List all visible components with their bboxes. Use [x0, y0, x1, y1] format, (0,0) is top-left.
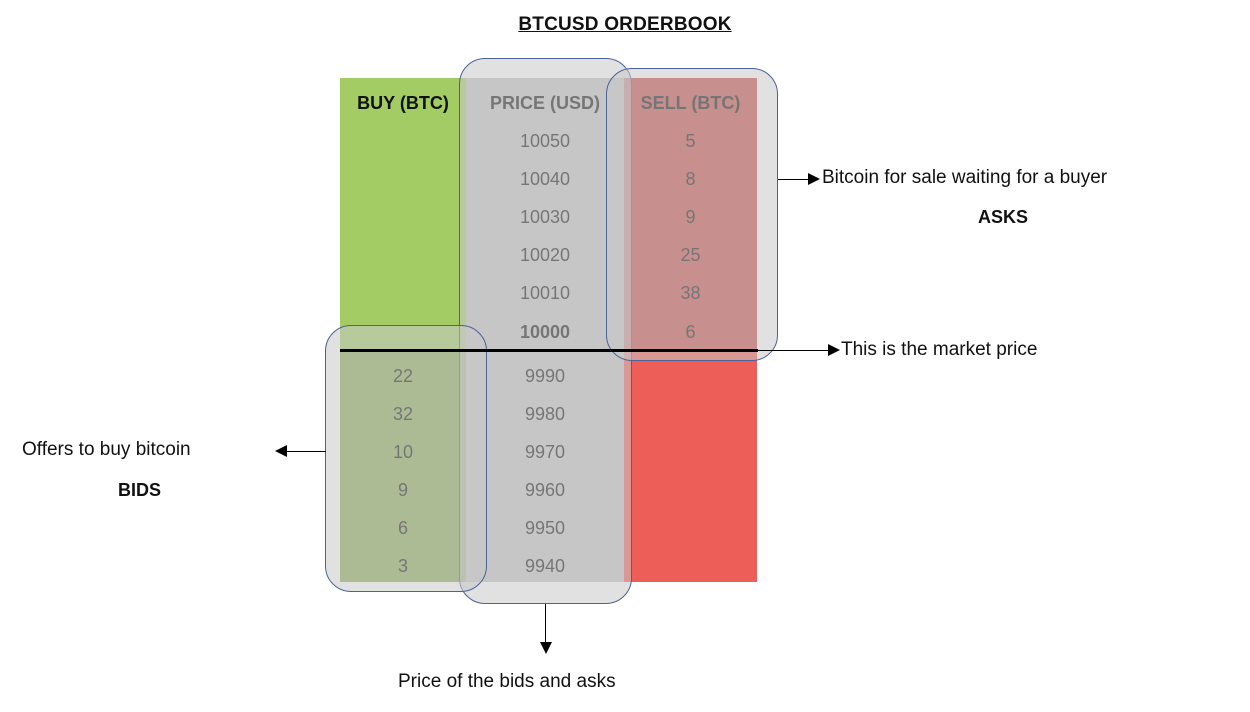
market-price-text: This is the market price — [841, 339, 1038, 360]
bids-highlight-box — [325, 325, 487, 592]
title-text: BTCUSD ORDERBOOK — [518, 14, 732, 35]
price-arrow-shaft — [545, 604, 546, 644]
asks-arrow-shaft — [778, 179, 810, 180]
buy-header: BUY (BTC) — [357, 93, 449, 113]
bids-arrow-shaft — [286, 451, 326, 452]
arrow-right-icon — [808, 173, 820, 185]
asks-highlight-box — [606, 68, 778, 361]
arrow-down-icon — [540, 642, 552, 654]
market-price-line — [340, 349, 758, 352]
diagram-title: BTCUSD ORDERBOOK — [0, 14, 1250, 36]
market-price-arrow-shaft — [758, 350, 830, 351]
price-description: Price of the bids and asks — [398, 671, 616, 692]
asks-label: ASKS — [978, 207, 1029, 227]
arrow-right-icon — [828, 344, 840, 356]
bids-description: Offers to buy bitcoin — [22, 439, 191, 460]
arrow-left-icon — [275, 445, 287, 457]
asks-description: Bitcoin for sale waiting for a buyer — [822, 167, 1108, 188]
price-highlight-box — [459, 58, 632, 604]
bids-label: BIDS — [118, 480, 162, 500]
